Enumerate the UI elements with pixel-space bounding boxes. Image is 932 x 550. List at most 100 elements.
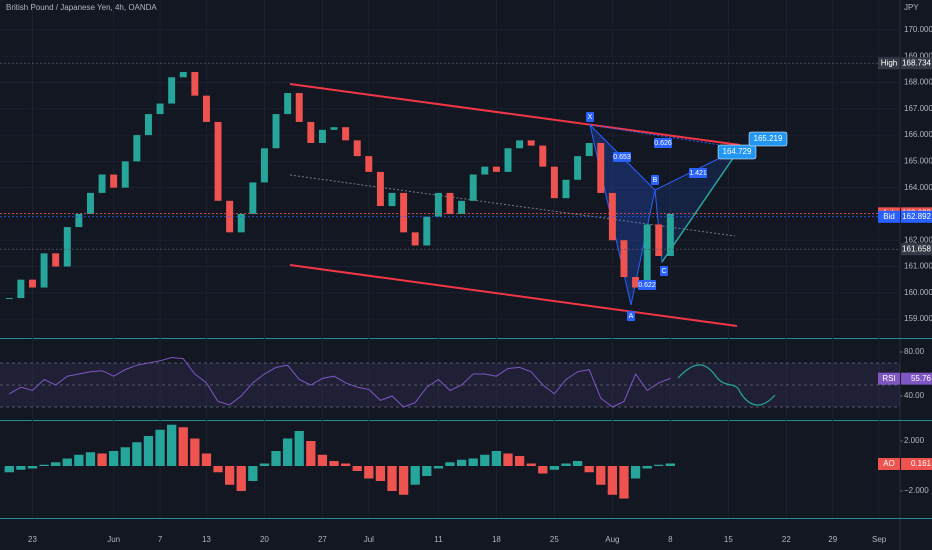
pattern-point: B — [653, 177, 658, 184]
ao-bar — [259, 463, 270, 466]
candle — [365, 156, 373, 172]
ao-bar — [178, 427, 188, 466]
ao-bar — [572, 461, 583, 466]
price-tag-value: 0.161 — [911, 459, 932, 468]
candle — [28, 279, 36, 288]
candle — [342, 127, 350, 141]
pattern-ratio: 0.653 — [613, 154, 631, 161]
ao-bar — [155, 429, 165, 466]
chart-title: British Pound / Japanese Yen, 4h, OANDA — [6, 3, 157, 12]
candle — [516, 140, 524, 149]
ao-bar — [317, 454, 328, 466]
y-tick-label: 164.000 — [904, 183, 932, 192]
y-tick-label: 160.000 — [904, 288, 932, 297]
candle — [388, 192, 396, 207]
candle — [539, 145, 547, 167]
candle — [75, 213, 83, 228]
ao-bar — [526, 463, 536, 466]
y-tick-label: 161.000 — [904, 262, 932, 271]
ao-bar — [596, 466, 606, 485]
ao-bar — [665, 463, 675, 466]
ao-bar — [387, 466, 397, 491]
ao-bar — [85, 452, 96, 466]
x-tick-label: 27 — [318, 535, 327, 544]
candle — [550, 166, 558, 199]
candle — [597, 142, 605, 193]
ao-bar — [167, 424, 177, 466]
ao-bar — [120, 447, 130, 466]
candle — [318, 129, 326, 143]
ao-bar — [143, 436, 154, 466]
candle — [574, 156, 582, 180]
ao-bar — [51, 462, 61, 466]
candle — [353, 140, 361, 157]
candle — [110, 174, 118, 188]
candle — [655, 224, 663, 256]
ao-bar — [294, 431, 304, 466]
ao-bar — [503, 453, 513, 466]
candle — [632, 277, 640, 288]
candle — [469, 174, 477, 201]
price-tag-name-bg — [878, 372, 900, 385]
candle — [40, 253, 48, 288]
candle — [63, 227, 71, 267]
pattern-leg — [661, 147, 741, 263]
ao-bar — [654, 464, 664, 466]
x-tick-label: Sep — [872, 535, 887, 544]
pattern-ratio-bg — [654, 138, 672, 148]
ao-bar — [561, 463, 571, 466]
price-tag — [901, 210, 932, 223]
pattern-target: 164.729 — [723, 147, 752, 156]
candle — [179, 72, 187, 78]
pattern-ratio: 0.626 — [654, 140, 672, 147]
price-tag-name: RSI — [882, 374, 895, 383]
ao-bar — [538, 466, 548, 474]
ao-bar — [422, 466, 432, 476]
pattern-point-bg — [660, 266, 668, 276]
candle — [17, 279, 25, 299]
ao-bar — [271, 451, 281, 466]
candle — [144, 114, 152, 136]
pattern-point: X — [588, 114, 593, 121]
channel-upper — [289, 83, 741, 146]
ao-bar — [433, 466, 444, 469]
price-tag-value: 55.76 — [911, 374, 932, 383]
x-tick-label: 18 — [492, 535, 501, 544]
ao-bar — [27, 466, 38, 469]
price-tag-name-bg — [878, 210, 900, 223]
price-tag-name-bg — [878, 57, 900, 70]
candle — [411, 232, 419, 246]
ao-bar — [213, 466, 223, 473]
ao-bar — [456, 459, 467, 466]
candle — [666, 213, 674, 256]
ao-bar — [398, 466, 409, 495]
pattern-point-bg — [651, 175, 659, 185]
candle — [260, 148, 268, 183]
ao-bar — [4, 466, 14, 473]
pattern-xd — [589, 124, 741, 149]
candle — [98, 174, 106, 193]
candle — [237, 213, 245, 233]
candle — [620, 240, 628, 278]
ao-bar — [39, 464, 49, 466]
ao-bar — [132, 442, 142, 466]
ao-bar — [306, 441, 316, 466]
y-tick-label: 165.000 — [904, 156, 932, 165]
y-tick-label: −2.000 — [904, 486, 929, 495]
pattern-ratio-bg — [689, 168, 707, 178]
ao-bar — [97, 453, 107, 466]
y-tick-label: 166.000 — [904, 130, 932, 139]
candle — [504, 148, 512, 172]
candle — [5, 298, 13, 300]
y-tick-label: 167.000 — [904, 104, 932, 113]
ao-bar — [642, 466, 652, 469]
ao-bar — [445, 462, 455, 466]
candle — [434, 192, 442, 217]
price-tag-value: 162.892 — [902, 212, 931, 221]
rsi-projection — [677, 364, 776, 406]
x-tick-label: Aug — [605, 535, 619, 544]
ao-bar — [201, 453, 212, 466]
y-tick-label: 80.00 — [904, 347, 925, 356]
candle — [202, 95, 210, 122]
